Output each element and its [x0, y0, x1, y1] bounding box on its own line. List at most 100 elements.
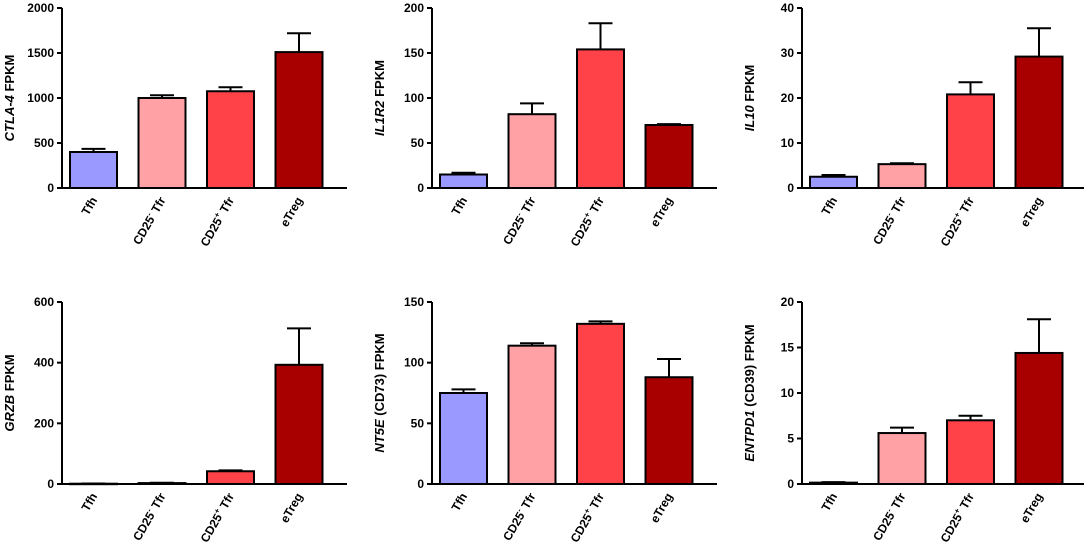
- y-tick-label: 100: [404, 91, 424, 105]
- y-label-suffix: FPKM: [2, 55, 17, 95]
- y-tick-label: 50: [411, 416, 425, 430]
- bar-cd25-tfr: [206, 90, 255, 189]
- y-tick-label: 20: [781, 91, 795, 105]
- y-tick-label: 150: [404, 46, 424, 60]
- category-base: CD25: [130, 213, 158, 247]
- x-category-label: Tfh: [819, 195, 840, 218]
- bar-cd25-tfr: [576, 322, 625, 485]
- category-base: CD25: [870, 213, 898, 247]
- y-axis-label: CTLA-4 FPKM: [2, 55, 17, 142]
- x-category-label: CD25+ Tfr: [937, 194, 978, 249]
- category-sup: +: [582, 210, 592, 219]
- category-base: CD25: [568, 511, 596, 545]
- x-category-label: eTreg: [1017, 491, 1045, 526]
- x-category-label: CD25- Tfr: [129, 490, 169, 543]
- y-tick-label: 100: [404, 356, 424, 370]
- y-tick-label: 10: [781, 136, 795, 150]
- y-tick-label: 5: [787, 432, 794, 446]
- y-label-suffix: FPKM: [742, 65, 757, 105]
- bar-etreg: [644, 124, 694, 189]
- bar-cd25-tfr: [946, 93, 995, 189]
- category-base: CD25: [870, 509, 898, 543]
- y-label-suffix: (CD73) FPKM: [372, 333, 387, 419]
- category-base: CD25: [500, 213, 528, 247]
- bar-etreg: [644, 376, 694, 485]
- y-tick-label: 40: [781, 1, 795, 15]
- category-sup: +: [212, 506, 222, 515]
- chart-panel-il1r2: 0 50 100 150 200 IL1R2 FPKM Tfh CD25- Tfr CD25+ …: [372, 1, 717, 249]
- gene-name: IL1R2: [372, 100, 387, 136]
- bar-cd25-tfr: [877, 432, 927, 486]
- x-category-label: Tfh: [79, 491, 100, 514]
- bar-tfh: [809, 175, 858, 189]
- y-tick-label: 1000: [27, 91, 54, 105]
- y-tick-label: 200: [404, 1, 424, 15]
- y-tick-label: 1500: [27, 46, 54, 60]
- x-category-label: CD25+ Tfr: [937, 490, 978, 545]
- x-category-label: CD25- Tfr: [129, 194, 169, 247]
- x-category-label: eTreg: [1017, 195, 1045, 230]
- y-tick-label: 20: [781, 295, 795, 309]
- category-base: Tfh: [819, 491, 840, 514]
- y-axis-label: ENTPD1 (CD39) FPKM: [742, 324, 757, 461]
- x-category-label: Tfh: [449, 195, 470, 218]
- gene-name: GRZB: [2, 395, 17, 432]
- y-tick-label: 200: [34, 416, 54, 430]
- category-sup: +: [952, 506, 962, 515]
- bar-cd25-tfr: [946, 419, 995, 485]
- bar-tfh: [439, 173, 488, 189]
- category-base: CD25: [198, 511, 226, 545]
- bar-etreg: [274, 363, 324, 486]
- chart-panel-il10: 0 10 20 30 40 IL10 FPKM Tfh CD25- Tfr CD25+ Tfr e…: [742, 1, 1084, 249]
- y-tick-label: 400: [34, 356, 54, 370]
- bar-cd25-tfr: [137, 482, 187, 485]
- category-sup: -: [515, 210, 524, 217]
- x-category-label: Tfh: [79, 195, 100, 218]
- category-base: CD25: [130, 509, 158, 543]
- y-tick-label: 0: [787, 181, 794, 195]
- y-axis-label: GRZB FPKM: [2, 354, 17, 431]
- category-base: Tfh: [819, 195, 840, 218]
- category-sup: -: [515, 506, 524, 513]
- y-tick-label: 15: [781, 341, 795, 355]
- y-tick-label: 500: [34, 136, 54, 150]
- y-tick-label: 600: [34, 295, 54, 309]
- category-sup: -: [145, 210, 154, 217]
- y-tick-label: 0: [417, 181, 424, 195]
- x-category-label: eTreg: [277, 491, 305, 526]
- y-tick-label: 0: [47, 181, 54, 195]
- y-tick-label: 30: [781, 46, 795, 60]
- x-category-label: CD25- Tfr: [869, 490, 909, 543]
- x-category-label: CD25- Tfr: [499, 490, 539, 543]
- y-tick-label: 0: [417, 477, 424, 491]
- bar-tfh: [69, 482, 118, 486]
- category-sup: -: [885, 506, 894, 513]
- chart-panel-grzb: 0 200 400 600 GRZB FPKM Tfh CD25- Tfr CD25+ Tfr…: [2, 295, 347, 545]
- bar-etreg: [274, 51, 324, 189]
- category-base: CD25: [500, 509, 528, 543]
- category-base: eTreg: [1017, 491, 1045, 526]
- category-base: CD25: [938, 511, 966, 545]
- gene-name: CTLA-4: [2, 94, 17, 141]
- gene-name: ENTPD1: [742, 410, 757, 461]
- bar-tfh: [439, 392, 488, 485]
- category-base: eTreg: [647, 195, 675, 230]
- category-base: Tfh: [79, 491, 100, 514]
- y-label-suffix: FPKM: [372, 60, 387, 100]
- y-tick-label: 2000: [27, 1, 54, 15]
- x-category-label: CD25+ Tfr: [197, 490, 238, 545]
- category-base: CD25: [568, 215, 596, 249]
- x-category-label: CD25- Tfr: [869, 194, 909, 247]
- x-category-label: eTreg: [277, 195, 305, 230]
- category-base: eTreg: [647, 491, 675, 526]
- y-axis-label: IL1R2 FPKM: [372, 60, 387, 136]
- x-category-label: Tfh: [449, 491, 470, 514]
- gene-name: NT5E: [372, 419, 387, 453]
- y-axis-label: IL10 FPKM: [742, 65, 757, 131]
- category-base: eTreg: [1017, 195, 1045, 230]
- bar-etreg: [1014, 351, 1064, 485]
